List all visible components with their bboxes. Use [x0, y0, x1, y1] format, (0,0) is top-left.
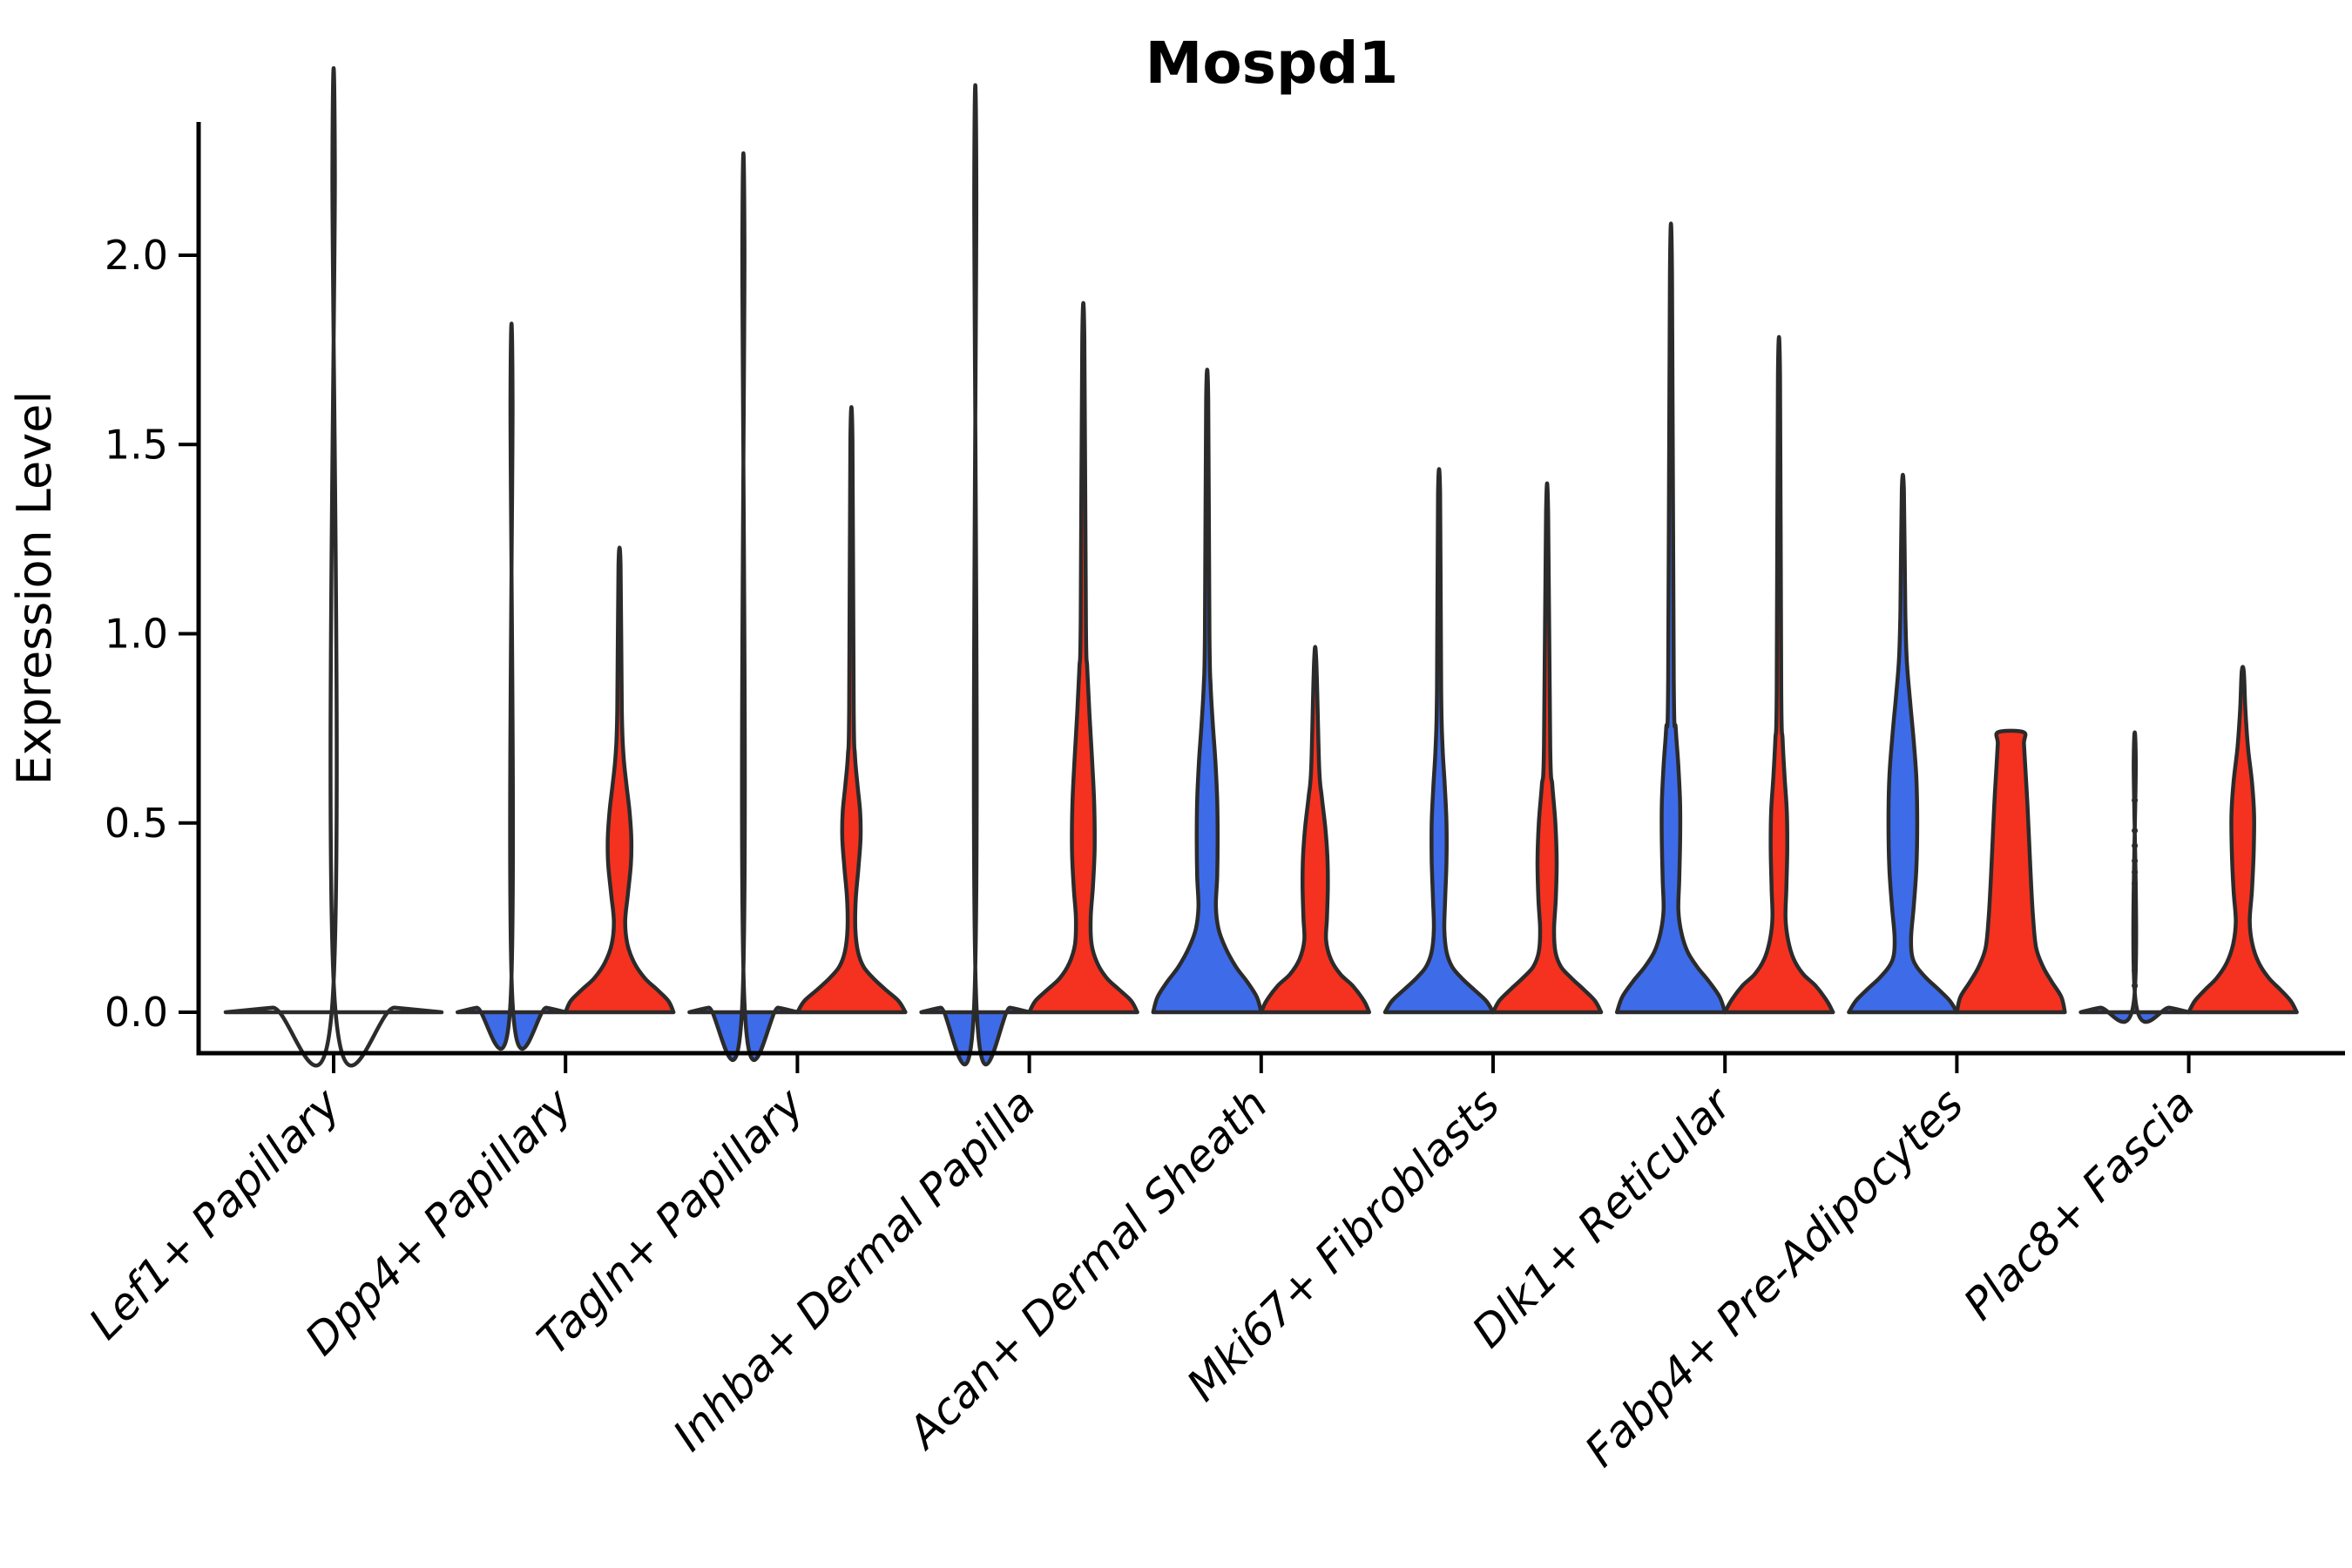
violin-red-fabp4-pre-adipocytes	[1955, 728, 2067, 1015]
y-tick-label: 0.5	[105, 800, 168, 847]
violin-red-inhba-dermal-papilla	[1027, 301, 1139, 1015]
x-tick-label: Lef1+ Papillary	[79, 1078, 350, 1348]
violin-red-plac8-fascia	[2186, 665, 2299, 1015]
cell-point	[2132, 914, 2139, 921]
violin-red-dpp4-papillary	[563, 545, 676, 1015]
cell-point	[2132, 857, 2139, 864]
y-tick-label: 1.5	[105, 421, 168, 468]
cell-point	[2132, 868, 2139, 875]
y-tick-label: 0.0	[105, 989, 168, 1036]
cell-point	[2132, 967, 2139, 974]
cell-point	[2132, 891, 2139, 898]
violin-red-dlk1-reticular	[1722, 335, 1835, 1015]
violin-red-tagln-papillary	[795, 405, 908, 1015]
violin-blue-dpp4-papillary	[455, 321, 568, 1051]
violins-layer	[223, 65, 2299, 1068]
cell-point	[2132, 925, 2139, 932]
cell-point	[2132, 983, 2139, 990]
x-tick-label: Fabp4+ Pre-Adipocytes	[1575, 1078, 1973, 1477]
y-tick-label: 1.0	[105, 611, 168, 658]
cell-point	[2132, 827, 2139, 834]
violin-blue-tagln-papillary	[687, 151, 800, 1063]
violin-blue-inhba-dermal-papilla	[919, 83, 1031, 1067]
violin-red-mki67-fibroblasts	[1490, 481, 1604, 1015]
y-axis-label: Expression Level	[7, 391, 62, 786]
chart-title: Mospd1	[1146, 30, 1399, 97]
violin-blue-fabp4-pre-adipocytes	[1847, 472, 1959, 1015]
cell-point	[2132, 936, 2139, 943]
cell-point	[2132, 797, 2139, 804]
x-tick-label: Plac8+ Fascia	[1954, 1078, 2205, 1329]
violin-red-acan-dermal-sheath	[1259, 645, 1372, 1015]
violin-blue-dlk1-reticular	[1614, 221, 1727, 1015]
violin-blue-acan-dermal-sheath	[1151, 368, 1264, 1015]
cell-point	[2132, 902, 2139, 909]
violin-blue-plac8-fascia	[2078, 730, 2191, 1024]
y-tick-label: 2.0	[105, 232, 168, 279]
cell-point	[2132, 842, 2139, 849]
cell-point	[2132, 880, 2139, 887]
violin-single-lef1-papillary	[223, 65, 444, 1068]
violin-blue-mki67-fibroblasts	[1382, 467, 1496, 1015]
cell-point	[2132, 952, 2139, 959]
